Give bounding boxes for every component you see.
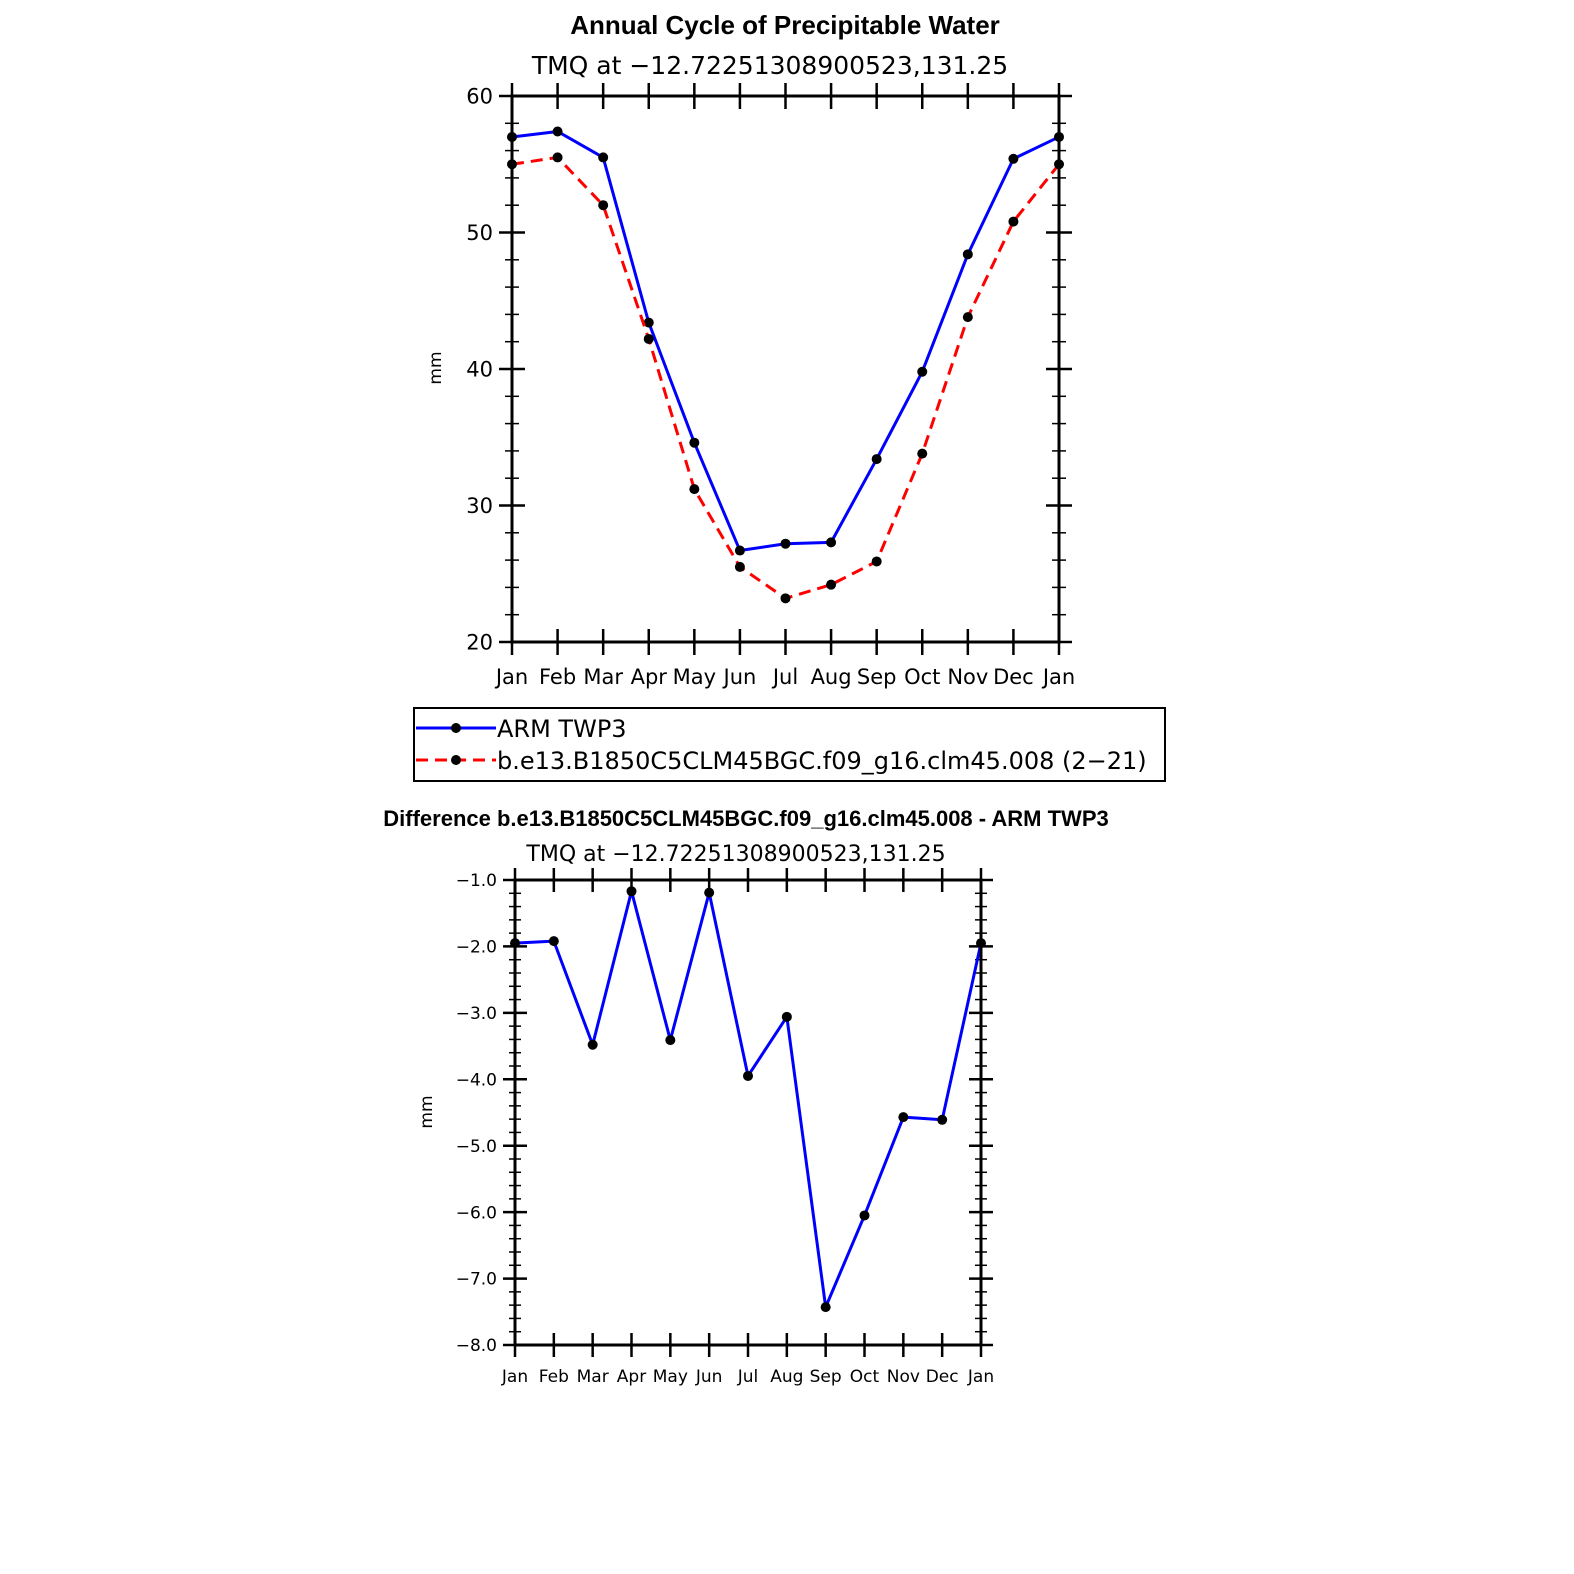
series-0-point [552,126,563,137]
x-tick-label: Oct [850,1367,880,1387]
series-1-point [871,556,882,567]
x-tick-label: Mar [583,665,623,689]
x-tick-label: Aug [770,1367,803,1387]
chart1-series [507,126,1064,604]
y-tick-label: −8.0 [456,1336,497,1356]
annual-cycle-chart: Annual Cycle of Precipitable Water TMQ a… [413,10,1166,782]
series-0-point [689,437,700,448]
series-0-point [598,152,609,163]
chart2-series [510,886,986,1313]
y-tick-label: −4.0 [456,1070,497,1090]
y-tick-label: −2.0 [456,938,497,958]
chart1-ylabel: mm [426,351,446,384]
x-tick-label: Aug [811,665,852,689]
y-tick-label: −7.0 [456,1270,497,1290]
series-1-point [689,484,700,495]
series-1-point [734,561,745,572]
chart1-title: Annual Cycle of Precipitable Water [570,10,1000,40]
x-tick-label: Dec [926,1367,959,1387]
series-0-point [826,537,837,548]
x-tick-label: Mar [577,1367,609,1387]
x-tick-label: Jul [737,1367,759,1387]
x-tick-label: Jul [771,665,798,689]
series-1-point [552,152,563,163]
series-0-point [781,1011,792,1022]
series-line-0 [514,889,983,1309]
series-0-point [734,545,745,556]
y-tick-label: −3.0 [456,1004,497,1024]
x-tick-label: Jun [722,665,757,689]
chart1-legend: ARM TWP3 b.e13.B1850C5CLM45BGC.f09_g16.c… [413,707,1166,782]
series-0-point [871,454,882,465]
legend-marker-model [451,755,461,765]
series-0-point [898,1112,909,1123]
y-tick-label: 30 [466,494,493,518]
series-0-point [665,1035,676,1046]
series-0-point [643,317,654,328]
chart2-ticks [503,868,993,1357]
series-1-point [598,200,609,211]
x-tick-label: Jun [695,1367,723,1387]
x-tick-label: Sep [810,1367,842,1387]
x-tick-label: Dec [993,665,1034,689]
x-tick-label: Apr [617,1367,646,1387]
series-0-point [937,1114,948,1125]
y-tick-label: −5.0 [456,1137,497,1157]
legend-box [413,707,1166,782]
x-tick-label: Apr [631,665,668,689]
y-tick-label: 50 [466,221,493,245]
chart1-xtick-labels: Jan Feb Mar Apr May Jun Jul Aug Sep Oct Nov Dec Jan [494,665,1075,689]
chart1-plot-frame [510,94,1061,644]
series-1-point [826,579,837,590]
chart2-xtick-labels: Jan Feb Mar Apr May Jun Jul Aug Sep Oct Nov Dec Jan [501,1367,994,1387]
x-tick-label: Jan [967,1367,994,1387]
series-1-point [1008,216,1019,227]
chart1-subtitle: TMQ at −12.72251308900523,131.25 [531,51,1008,80]
y-tick-label: −1.0 [456,871,497,891]
series-0-point [962,249,973,260]
chart1-ytick-labels: 20 30 40 50 60 [466,85,493,655]
x-tick-label: May [653,1367,688,1387]
series-0-point [859,1210,870,1221]
series-0-point [743,1070,753,1081]
chart2-ylabel: mm [417,1095,437,1128]
x-tick-label: Jan [494,665,528,689]
series-1-point [780,593,791,604]
y-tick-label: −6.0 [456,1203,497,1223]
y-tick-label: 60 [466,85,493,109]
x-tick-label: Nov [947,665,988,689]
x-tick-label: Feb [539,665,576,689]
x-tick-label: Jan [501,1367,528,1387]
y-tick-label: 20 [466,631,493,655]
chart2-plot-frame [513,878,983,1347]
difference-chart: Difference b.e13.B1850C5CLM45BGC.f09_g16… [383,806,1108,1387]
y-tick-label: 40 [466,358,493,382]
series-0-point [587,1039,598,1050]
x-tick-label: Nov [887,1367,920,1387]
series-1-point [962,312,973,323]
series-0-point [1008,153,1019,164]
series-0-point [704,887,715,898]
series-1-point [917,448,928,459]
x-tick-label: Sep [857,665,897,689]
series-1-point [643,333,654,344]
x-tick-label: May [673,665,716,689]
series-0-point [917,366,928,377]
x-tick-label: Feb [539,1367,569,1387]
chart2-ytick-labels: −8.0 −7.0 −6.0 −5.0 −4.0 −3.0 −2.0 −1.0 [456,871,497,1356]
series-0-point [626,886,637,897]
x-tick-label: Oct [904,665,940,689]
legend-marker-arm [451,723,461,733]
x-tick-label: Jan [1041,665,1075,689]
series-0-point [820,1302,831,1313]
legend-label-arm: ARM TWP3 [497,715,627,743]
chart2-subtitle: TMQ at −12.72251308900523,131.25 [525,842,945,867]
series-0-point [780,538,791,549]
series-line-1 [511,155,1061,600]
series-0-point [548,936,559,947]
chart1-ticks [499,83,1072,655]
legend-label-model: b.e13.B1850C5CLM45BGC.f09_g16.clm45.008 … [497,747,1147,775]
chart2-title: Difference b.e13.B1850C5CLM45BGC.f09_g16… [383,806,1108,831]
